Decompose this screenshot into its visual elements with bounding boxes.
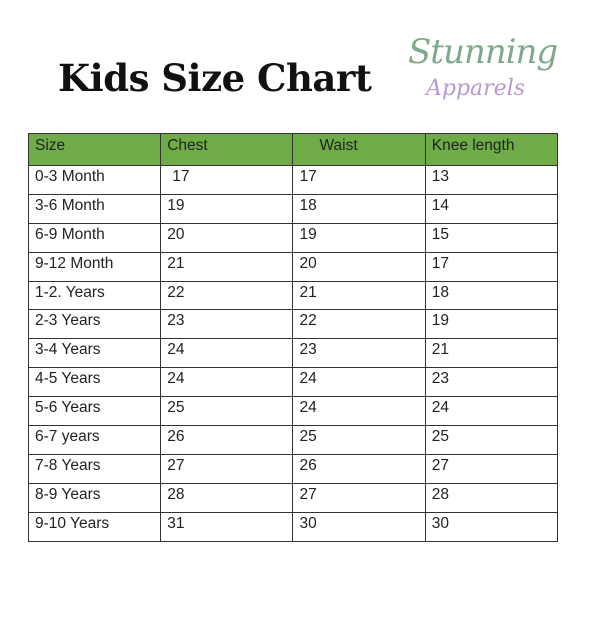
table-row: 9-12 Month 21 20 17 bbox=[27, 251, 559, 282]
table-cell: 8-9 Years bbox=[27, 482, 162, 513]
table-row: 4-5 Years 24 24 23 bbox=[27, 367, 559, 398]
table-cell: 31 bbox=[160, 511, 294, 542]
table-cell: 3-4 Years bbox=[27, 338, 162, 369]
table-cell: 18 bbox=[292, 193, 426, 224]
table-cell: 6-7 years bbox=[27, 425, 162, 455]
table-row: 8-9 Years 28 27 28 bbox=[27, 482, 559, 513]
table-cell: 22 bbox=[160, 280, 294, 311]
table-header-row: Size Chest Waist Knee length bbox=[27, 133, 559, 166]
page-title: Kids Size Chart bbox=[58, 56, 372, 100]
table-cell: 17 bbox=[292, 165, 426, 195]
table-cell: 30 bbox=[292, 511, 426, 542]
table-cell: 1-2. Years bbox=[27, 280, 162, 311]
column-header: Knee length bbox=[424, 133, 559, 166]
size-chart-table: Size Chest Waist Knee length 0-3 Month 17 17 1… bbox=[27, 133, 559, 542]
table-cell: 3-6 Month bbox=[27, 193, 162, 224]
table-cell: 13 bbox=[424, 165, 559, 195]
table-cell: 26 bbox=[292, 453, 426, 484]
table-cell: 0-3 Month bbox=[27, 165, 162, 195]
table-cell: 24 bbox=[292, 367, 426, 398]
table-cell: 24 bbox=[424, 396, 559, 427]
table-cell: 27 bbox=[160, 453, 294, 484]
table-row: 6-7 years 26 25 25 bbox=[27, 425, 559, 455]
table-cell: 23 bbox=[424, 367, 559, 398]
table-cell: 24 bbox=[160, 367, 294, 398]
table-cell: 30 bbox=[424, 511, 559, 542]
logo-line2: Apparels bbox=[426, 76, 526, 101]
table-cell: 21 bbox=[424, 338, 559, 369]
table-cell: 23 bbox=[292, 338, 426, 369]
table-row: 1-2. Years 22 21 18 bbox=[27, 280, 559, 311]
table-cell: 28 bbox=[424, 482, 559, 513]
table-row: 9-10 Years 31 30 30 bbox=[27, 511, 559, 542]
table-cell: 25 bbox=[160, 396, 294, 427]
table-row: 2-3 Years 23 22 19 bbox=[27, 309, 559, 340]
table-cell: 17 bbox=[424, 251, 559, 282]
column-header: Chest bbox=[160, 133, 294, 166]
table-cell: 17 bbox=[160, 165, 294, 195]
table-cell: 18 bbox=[424, 280, 559, 311]
table-cell: 27 bbox=[424, 453, 559, 484]
table-cell: 5-6 Years bbox=[27, 396, 162, 427]
table-cell: 4-5 Years bbox=[27, 367, 162, 398]
table-cell: 19 bbox=[160, 193, 294, 224]
table-cell: 24 bbox=[292, 396, 426, 427]
table-cell: 23 bbox=[160, 309, 294, 340]
table-cell: 6-9 Month bbox=[27, 222, 162, 253]
table-cell: 21 bbox=[160, 251, 294, 282]
column-header: Size bbox=[27, 133, 162, 166]
table-cell: 14 bbox=[424, 193, 559, 224]
table-cell: 20 bbox=[292, 251, 426, 282]
logo-line1: Stunning bbox=[408, 32, 558, 72]
table-row: 0-3 Month 17 17 13 bbox=[27, 165, 559, 195]
table-cell: 26 bbox=[160, 425, 294, 455]
table-cell: 19 bbox=[292, 222, 426, 253]
column-header: Waist bbox=[292, 133, 426, 166]
brand-logo: Stunning Apparels bbox=[408, 32, 558, 114]
table-cell: 21 bbox=[292, 280, 426, 311]
table-cell: 28 bbox=[160, 482, 294, 513]
table-cell: 7-8 Years bbox=[27, 453, 162, 484]
table-cell: 9-10 Years bbox=[27, 511, 162, 542]
table-row: 3-4 Years 24 23 21 bbox=[27, 338, 559, 369]
table-cell: 9-12 Month bbox=[27, 251, 162, 282]
table-cell: 15 bbox=[424, 222, 559, 253]
table-cell: 25 bbox=[424, 425, 559, 455]
table-cell: 25 bbox=[292, 425, 426, 455]
table-row: 5-6 Years 25 24 24 bbox=[27, 396, 559, 427]
table-cell: 27 bbox=[292, 482, 426, 513]
table-row: 7-8 Years 27 26 27 bbox=[27, 453, 559, 484]
table-cell: 22 bbox=[292, 309, 426, 340]
table-row: 6-9 Month 20 19 15 bbox=[27, 222, 559, 253]
table-row: 3-6 Month 19 18 14 bbox=[27, 193, 559, 224]
table-cell: 19 bbox=[424, 309, 559, 340]
table-cell: 20 bbox=[160, 222, 294, 253]
table-cell: 24 bbox=[160, 338, 294, 369]
table-cell: 2-3 Years bbox=[27, 309, 162, 340]
